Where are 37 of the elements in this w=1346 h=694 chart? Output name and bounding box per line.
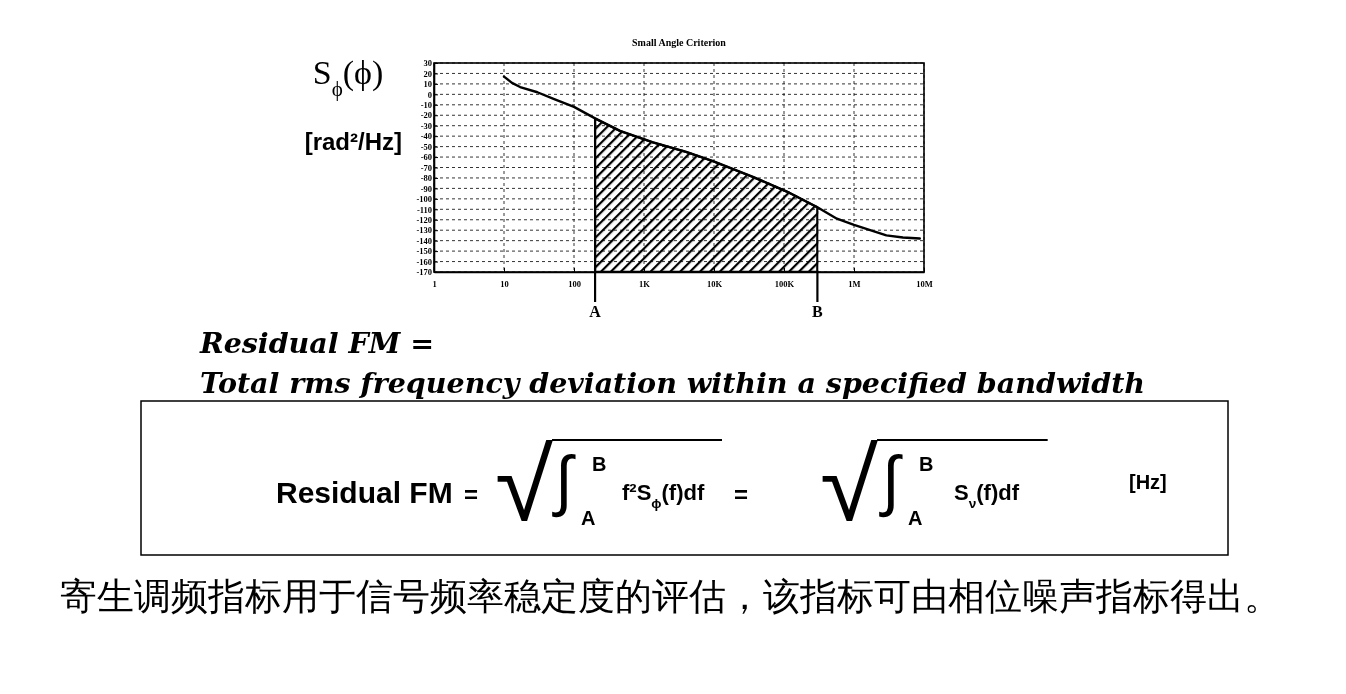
y-tick-label: -120 — [416, 214, 432, 225]
y-tick-label: -10 — [420, 100, 432, 111]
y-tick-label: -160 — [416, 256, 432, 267]
x-tick-label: 100 — [568, 279, 581, 290]
y-tick-label: -90 — [420, 183, 432, 194]
text: Total rms frequency deviation within a specified bandwidth — [200, 366, 1146, 400]
y-tick-label: 30 — [423, 58, 432, 69]
x-tick-label: 10K — [706, 279, 723, 290]
x-tick-label: 10 — [500, 279, 509, 290]
x-tick-label: 1M — [848, 279, 861, 290]
y-tick-label: -170 — [416, 267, 432, 278]
y-tick-label: -20 — [420, 110, 432, 121]
y-tick-label: -50 — [420, 141, 432, 152]
y-tick-label: 10 — [423, 79, 432, 90]
y-tick-label: -30 — [420, 120, 432, 131]
y-tick-label: -110 — [416, 204, 432, 215]
y-tick-label: -40 — [420, 131, 432, 142]
y-tick-label: -80 — [420, 173, 432, 184]
y-tick-label: 20 — [423, 68, 432, 79]
ref-line-label: A — [589, 303, 602, 320]
x-tick-label: 10M — [916, 279, 933, 290]
text: Residual FM = — [199, 326, 435, 360]
x-tick-label: 1 — [432, 279, 437, 290]
y-tick-label: -60 — [420, 152, 432, 163]
y-tick-label: 0 — [427, 89, 432, 100]
y-tick-label: -150 — [416, 246, 432, 257]
y-tick-label: -70 — [420, 162, 432, 173]
chart-title: Small Angle Criterion — [632, 37, 727, 48]
y-tick-label: -100 — [416, 194, 432, 205]
ref-line-label: B — [812, 303, 824, 320]
text: 寄生调频指标用于信号频率稳定度的评估，该指标可由相位噪声指标得出。 — [60, 575, 1281, 618]
x-tick-label: 1K — [639, 279, 651, 290]
y-axis-title: S$_{ϕ}$(ϕ) [rad²/Hz] — [298, 54, 402, 155]
x-tick-label: 100K — [774, 279, 795, 290]
text: Residual FM = √∫BA f²S$_{ϕ}$(f)df = √∫BA S$_{ν}$(f)df [Hz] — [276, 428, 1167, 542]
y-tick-label: -130 — [416, 225, 432, 236]
y-tick-label: -140 — [416, 235, 432, 246]
